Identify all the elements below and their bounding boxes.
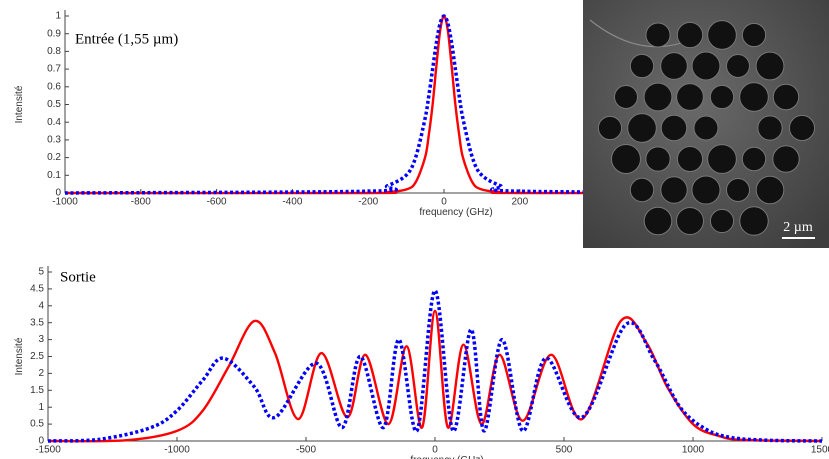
air-hole — [613, 84, 639, 110]
panel-title: Entrée (1,55 µm) — [75, 31, 178, 47]
air-hole — [739, 206, 769, 236]
line-chart: 0 0.1 0.2 0.3 0.4 0.5 0.6 0.7 0.8 0.9 1 -1000 -800 -6… — [14, 10, 829, 218]
y-tick-label: 1.5 — [30, 385, 44, 396]
x-tick-label: -500 — [296, 445, 316, 456]
air-hole — [788, 114, 816, 142]
x-tick-label: 0 — [441, 197, 447, 208]
x-tick-label: 200 — [511, 197, 528, 208]
air-hole — [627, 113, 657, 143]
air-hole — [739, 82, 769, 112]
series-line — [47, 288, 823, 443]
air-hole — [629, 53, 655, 79]
air-hole — [772, 145, 800, 173]
air-hole — [741, 22, 767, 48]
fiber-edge — [589, 19, 691, 48]
air-hole — [675, 206, 705, 236]
y-tick-label: 0.6 — [47, 81, 61, 92]
air-hole — [645, 22, 671, 48]
x-tick-label: 1500 — [811, 445, 829, 456]
air-hole — [691, 51, 721, 81]
air-hole — [707, 144, 737, 174]
y-tick-label: 4 — [38, 300, 44, 311]
line-chart: 0 0.5 1 1.5 2 2.5 3 3.5 4 4.5 5 -1500 -1000 -500 0 500 1… — [14, 266, 829, 459]
air-hole — [725, 53, 751, 79]
y-axis-label: Intensité — [14, 337, 25, 375]
air-hole — [676, 83, 704, 111]
air-hole — [645, 146, 671, 172]
y-tick-label: 4.5 — [30, 284, 44, 295]
air-hole — [757, 115, 783, 141]
air-hole — [755, 175, 785, 205]
panel-title: Sortie — [60, 269, 96, 285]
y-tick-label: 0.5 — [30, 419, 44, 430]
air-hole — [611, 144, 641, 174]
scale-label: 2 µm — [783, 220, 813, 235]
air-hole — [597, 115, 623, 141]
series-line — [47, 309, 823, 443]
air-hole — [691, 175, 721, 205]
x-tick-label: 500 — [556, 445, 573, 456]
air-hole — [709, 208, 735, 234]
y-tick-label: 2 — [38, 368, 44, 379]
x-tick-label: 0 — [432, 445, 438, 456]
y-tick-label: 2.5 — [30, 351, 44, 362]
series-line — [64, 14, 824, 195]
y-tick-label: 1 — [55, 11, 61, 22]
y-tick-label: 0 — [38, 436, 44, 447]
y-tick-label: 0.4 — [47, 117, 61, 128]
x-axis-label: frequency (GHz) — [410, 455, 483, 459]
inset-image: 2 µm — [583, 0, 829, 248]
x-axis-label: frequency (GHz) — [419, 207, 492, 218]
air-hole — [693, 115, 719, 141]
x-tick-label: -600 — [207, 197, 227, 208]
air-hole — [676, 145, 704, 173]
y-tick-label: 0.9 — [47, 28, 61, 39]
y-axis-label: Intensité — [14, 85, 25, 123]
x-tick-label: -400 — [282, 197, 302, 208]
air-hole — [660, 114, 688, 142]
y-tick-label: 3.5 — [30, 317, 44, 328]
x-tick-label: 1000 — [682, 445, 705, 456]
y-tick-label: 3 — [38, 334, 44, 345]
air-hole — [709, 84, 735, 110]
air-hole — [660, 52, 688, 80]
y-tick-label: 0.1 — [47, 170, 61, 181]
y-tick-label: 0.8 — [47, 46, 61, 57]
y-tick-label: 0.7 — [47, 64, 61, 75]
air-hole — [725, 177, 751, 203]
x-tick-label: -1000 — [52, 197, 78, 208]
y-tick-label: 0.3 — [47, 135, 61, 146]
air-hole — [629, 177, 655, 203]
y-tick-label: 5 — [38, 267, 44, 278]
x-tick-label: -800 — [131, 197, 151, 208]
air-hole — [741, 146, 767, 172]
y-tick-label: 1 — [38, 402, 44, 413]
y-tick-label: 0.2 — [47, 152, 61, 163]
air-hole — [772, 83, 800, 111]
air-hole — [643, 206, 673, 236]
x-tick-label: -1500 — [35, 445, 61, 456]
x-tick-label: -200 — [358, 197, 378, 208]
y-tick-label: 0 — [55, 188, 61, 199]
x-tick-label: -1000 — [164, 445, 190, 456]
air-hole — [643, 82, 673, 112]
air-hole — [660, 176, 688, 204]
air-hole — [755, 51, 785, 81]
y-tick-label: 0.5 — [47, 99, 61, 110]
air-hole — [676, 21, 704, 49]
air-hole — [707, 20, 737, 50]
